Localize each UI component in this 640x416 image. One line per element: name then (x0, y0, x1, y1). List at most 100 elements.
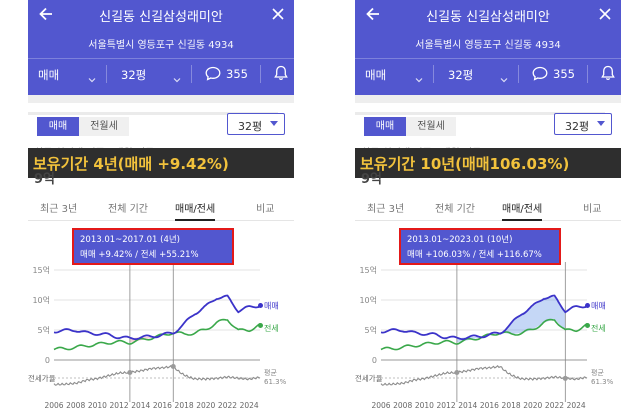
x-tick-label: 2014 (458, 401, 477, 410)
area-select-value: 32평 (238, 120, 263, 133)
x-tick-label: 2016 (153, 401, 172, 410)
ratio-marker (562, 375, 568, 381)
ratio-marker (454, 370, 460, 376)
comment-count[interactable]: 355 (226, 67, 248, 81)
panel-holding-10-years: 신길동 신길삼성래미안 서울특별시 영등포구 신길동 4934 매매 32평 355 매매… (355, 0, 621, 416)
bell-icon[interactable] (274, 65, 288, 81)
tab-period-1[interactable]: 전체 기간 (435, 204, 475, 215)
y-tick-label: 5억 (38, 325, 50, 335)
divider (587, 65, 588, 83)
gap-area (456, 297, 566, 343)
address: 서울특별시 영등포구 신길동 4934 (88, 40, 234, 51)
y-tick-label: 5억 (365, 325, 377, 335)
section-divider (28, 95, 294, 103)
ratio-label: 전세가율 (355, 373, 383, 383)
chevron-down-icon (500, 69, 508, 83)
tab-rent[interactable]: 전월세 (406, 117, 456, 136)
x-tick-label: 2006 (371, 401, 390, 410)
recent-price-value: 9억 (34, 172, 56, 187)
ratio-line (53, 365, 261, 386)
recent-price-value: 9억 (361, 172, 383, 187)
holding-period-banner: 보유기간 4년(매매 +9.42%) (28, 148, 294, 178)
callout-period: 2013.01~2023.01 (10년) (407, 235, 513, 245)
x-tick-label: 2020 (523, 401, 542, 410)
x-tick-label: 2008 (393, 401, 412, 410)
x-tick-label: 2016 (480, 401, 499, 410)
comment-count[interactable]: 355 (553, 67, 575, 81)
chevron-down-icon (173, 69, 181, 83)
comment-icon[interactable] (532, 66, 548, 81)
holding-period-text: 보유기간 10년(매매106.03%) (360, 155, 570, 173)
filter-bar: 매매 32평 355 (28, 58, 294, 89)
x-tick-label: 2008 (66, 401, 85, 410)
legend-sale: 매매 (264, 301, 279, 310)
scroll-indicator (355, 112, 605, 115)
caret-down-icon (597, 121, 605, 126)
tab-period-0[interactable]: 최근 3년 (40, 204, 78, 215)
x-tick-label: 2014 (131, 401, 150, 410)
caret-down-icon (270, 121, 278, 126)
trade-type-dropdown[interactable]: 매매 (38, 68, 60, 82)
trade-type-dropdown[interactable]: 매매 (365, 68, 387, 82)
period-callout: 2013.01~2017.01 (4년) 매매 +9.42% / 전세 +55.2… (72, 228, 234, 265)
tab-period-2[interactable]: 매매/전세 (502, 200, 543, 221)
x-tick-label: 2012 (110, 401, 129, 410)
divider (191, 65, 192, 83)
tab-rent[interactable]: 전월세 (79, 117, 129, 136)
tab-period-3[interactable]: 비교 (256, 204, 275, 215)
callout-period: 2013.01~2017.01 (4년) (80, 235, 180, 245)
ratio-line (380, 365, 588, 386)
x-tick-label: 2012 (437, 401, 456, 410)
page-title: 신길동 신길삼성래미안 (426, 10, 550, 25)
period-tabs: 최근 3년 전체 기간 매매/전세 비교 (28, 196, 294, 221)
y-tick-label: 10억 (32, 295, 50, 305)
tab-sale[interactable]: 매매 (37, 117, 79, 136)
x-tick-label: 2006 (44, 401, 63, 410)
y-tick-label: 10억 (359, 295, 377, 305)
ratio-legend-value: 61.3% (264, 378, 287, 386)
ratio-legend-value: 61.3% (591, 378, 614, 386)
x-tick-label: 2024 (567, 401, 586, 410)
divider (260, 65, 261, 83)
ratio-marker (127, 370, 133, 376)
y-tick-label: 0 (372, 356, 377, 365)
x-tick-label: 2022 (218, 401, 237, 410)
area-select[interactable]: 32평 (227, 113, 285, 135)
legend-jeonse: 전세 (591, 323, 606, 333)
page-title: 신길동 신길삼성래미안 (99, 10, 223, 25)
comment-icon[interactable] (205, 66, 221, 81)
back-arrow-icon[interactable] (364, 5, 382, 23)
holding-period-text: 보유기간 4년(매매 +9.42%) (33, 155, 229, 173)
x-tick-label: 2010 (415, 401, 434, 410)
area-dropdown[interactable]: 32평 (121, 68, 147, 82)
tab-period-2[interactable]: 매매/전세 (175, 200, 216, 221)
app-header: 신길동 신길삼성래미안 서울특별시 영등포구 신길동 4934 매매 32평 355 (355, 0, 621, 95)
ratio-marker (170, 363, 176, 369)
panel-holding-4-years: 신길동 신길삼성래미안 서울특별시 영등포구 신길동 4934 매매 32평 355 매매… (28, 0, 294, 416)
period-callout: 2013.01~2023.01 (10년) 매매 +106.03% / 전세 +1… (399, 228, 561, 265)
area-dropdown[interactable]: 32평 (448, 68, 474, 82)
close-icon[interactable] (269, 5, 287, 23)
close-icon[interactable] (596, 5, 614, 23)
bell-icon[interactable] (601, 65, 615, 81)
legend-sale: 매매 (591, 301, 606, 310)
x-tick-label: 2024 (240, 401, 259, 410)
tab-period-0[interactable]: 최근 3년 (367, 204, 405, 215)
x-tick-label: 2020 (196, 401, 215, 410)
chevron-down-icon (415, 69, 423, 83)
divider (106, 65, 107, 83)
series-sale-line (380, 294, 588, 341)
tab-period-1[interactable]: 전체 기간 (108, 204, 148, 215)
x-tick-label: 2022 (545, 401, 564, 410)
tab-sale[interactable]: 매매 (364, 117, 406, 136)
ratio-label: 전세가율 (28, 373, 56, 383)
back-arrow-icon[interactable] (37, 5, 55, 23)
tab-period-3[interactable]: 비교 (583, 204, 602, 215)
divider (518, 65, 519, 83)
section-divider (355, 95, 621, 103)
area-select[interactable]: 32평 (554, 113, 612, 135)
filter-bar: 매매 32평 355 (355, 58, 621, 89)
x-tick-label: 2018 (175, 401, 194, 410)
